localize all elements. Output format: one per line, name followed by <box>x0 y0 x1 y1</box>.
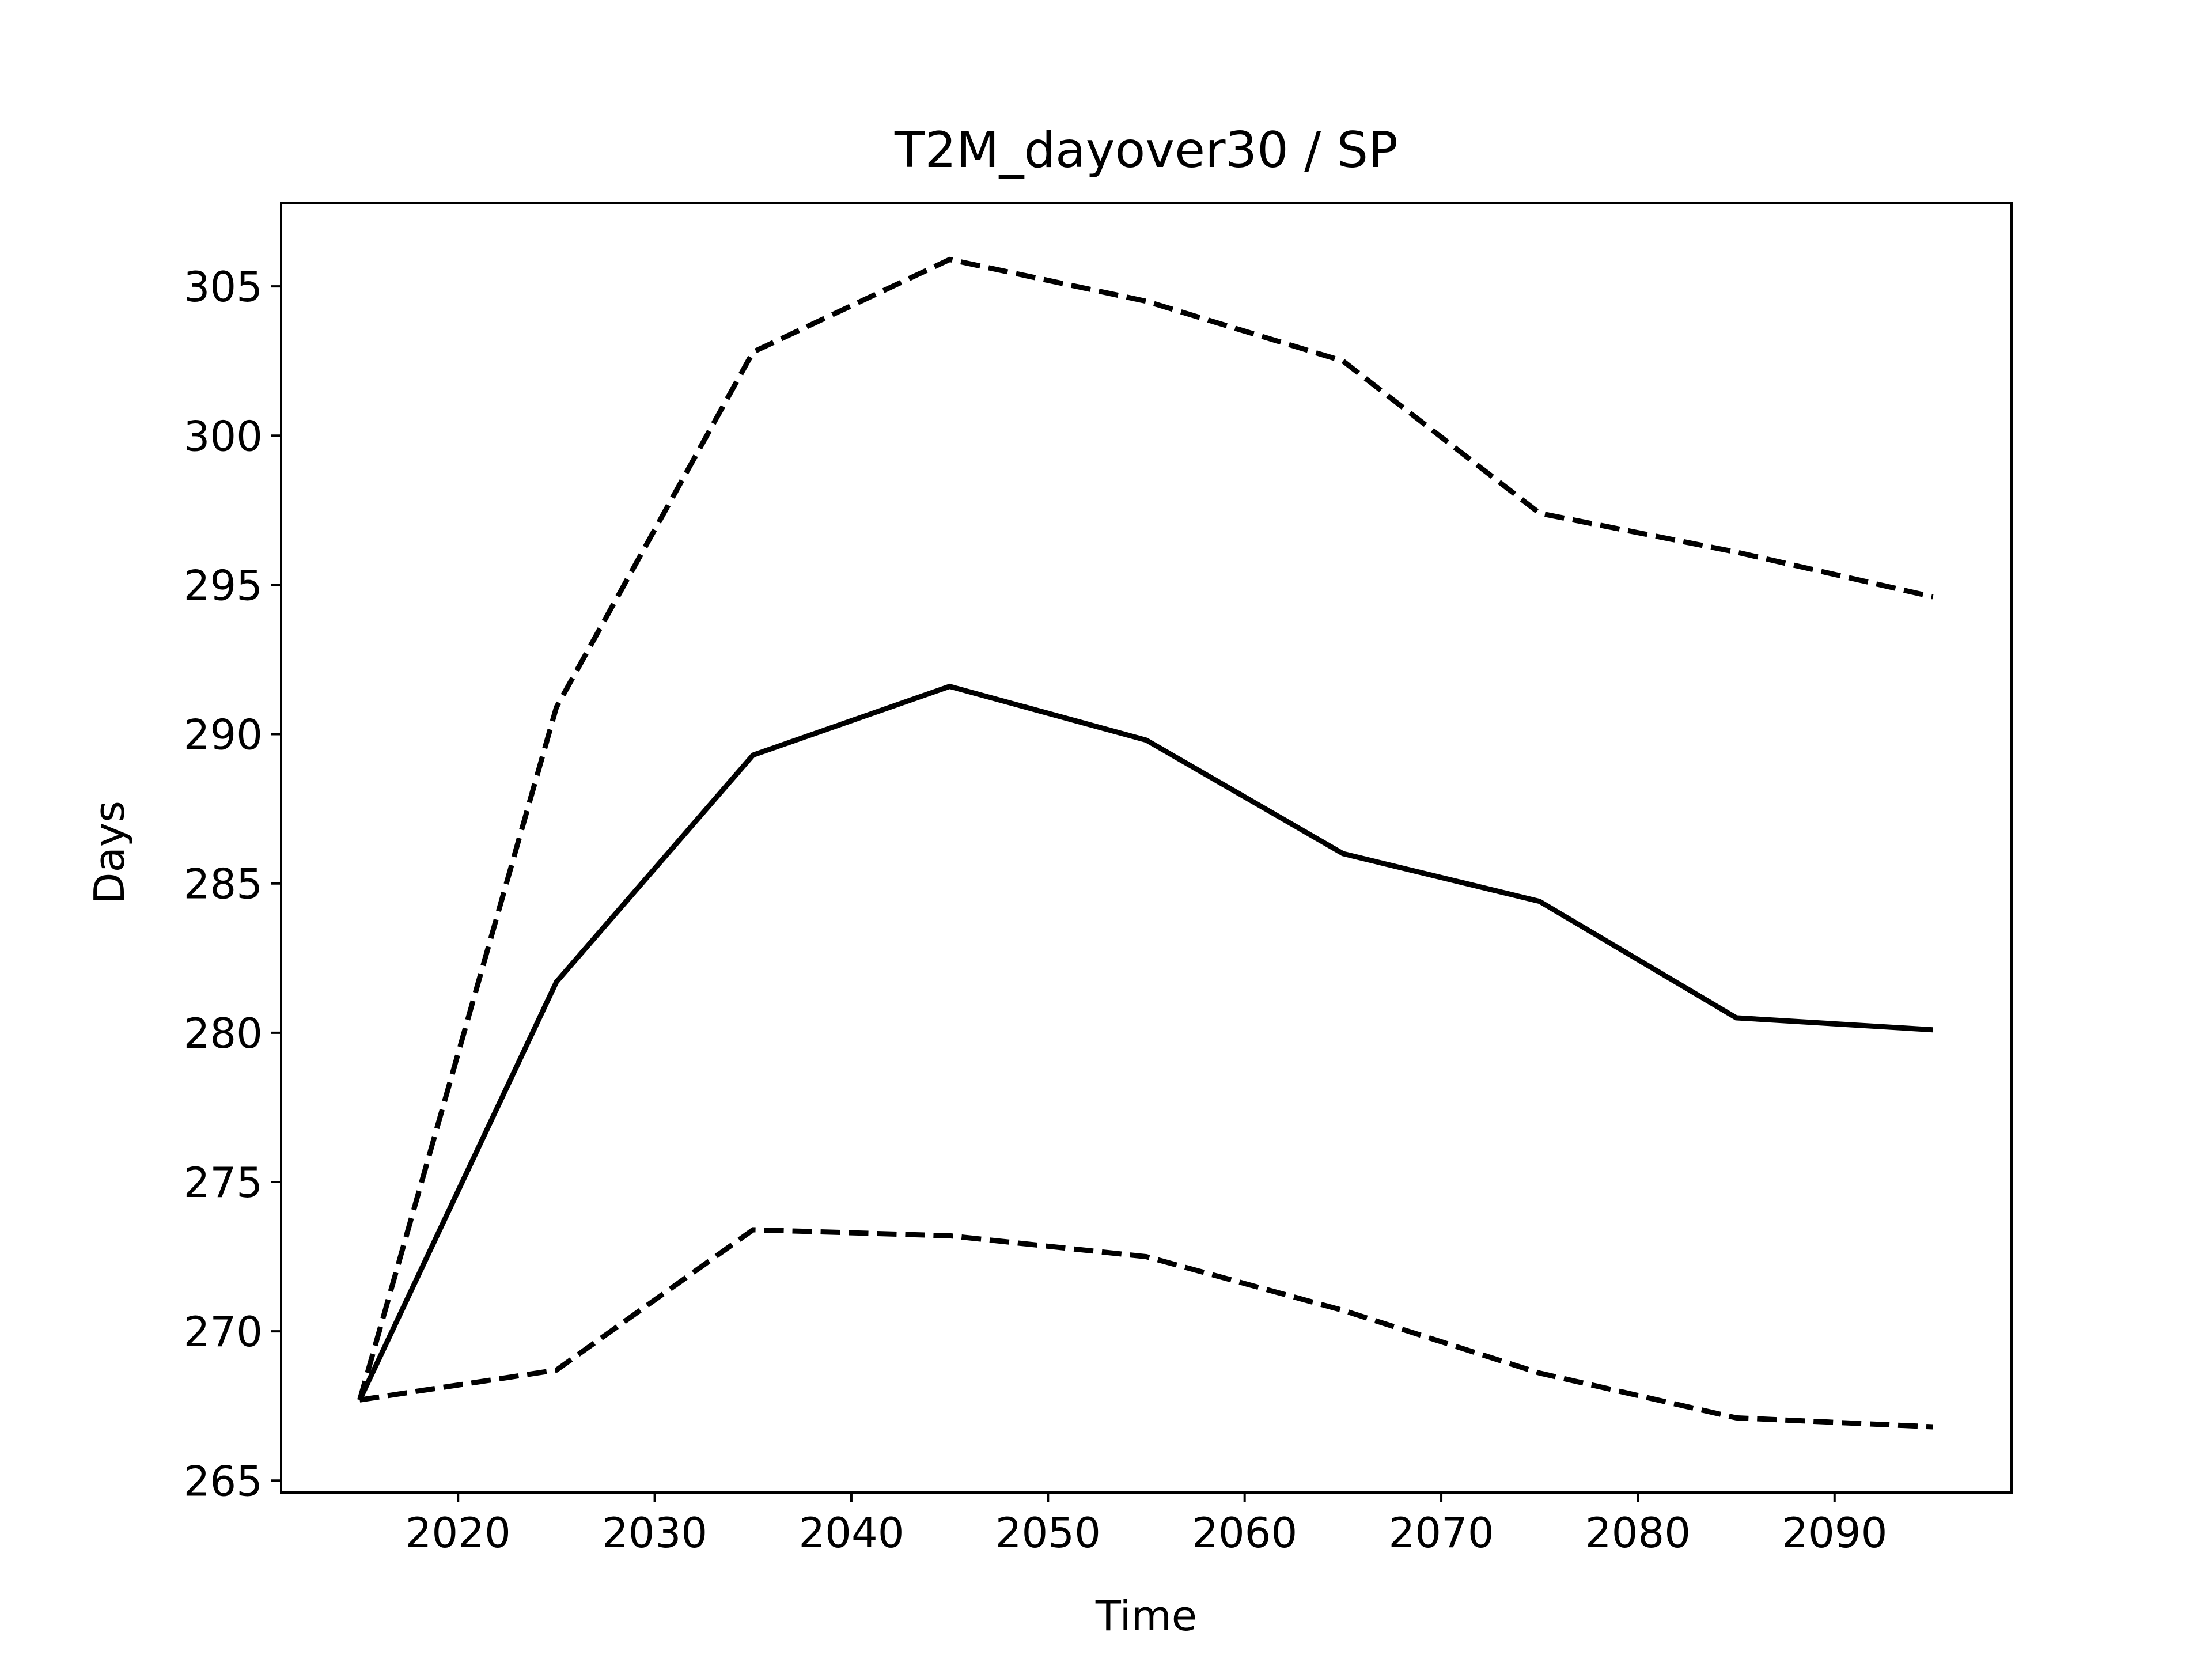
tick-layer: 2020 2030 2040 2050 2060 2070 2080 2090 265 270 27… <box>184 263 1888 1557</box>
y-tick-label: 295 <box>184 561 263 609</box>
x-tick-label: 2040 <box>798 1509 904 1557</box>
y-tick-label: 290 <box>184 711 263 759</box>
y-axis-label: Days <box>85 801 134 904</box>
y-tick-label: 280 <box>184 1009 263 1058</box>
y-tick-label: 265 <box>184 1457 263 1505</box>
dashed-series-line-1 <box>357 256 1934 1401</box>
y-tick-label: 275 <box>184 1158 263 1207</box>
x-tick-label: 2080 <box>1585 1509 1691 1557</box>
x-tick-label: 2030 <box>602 1509 707 1557</box>
y-tick-label: 305 <box>184 263 263 311</box>
x-tick-label: 2060 <box>1192 1509 1297 1557</box>
x-tick-label: 2020 <box>406 1509 511 1557</box>
y-tick-label: 285 <box>184 860 263 908</box>
chart-title: T2M_dayover30 / SP <box>894 122 1398 179</box>
y-tick-label: 300 <box>184 412 263 460</box>
x-tick-label: 2090 <box>1782 1509 1887 1557</box>
x-axis-label: Time <box>1095 1592 1197 1640</box>
plot-frame <box>280 202 2013 1494</box>
solid-series-line <box>357 683 1933 1402</box>
x-tick-label: 2050 <box>995 1509 1101 1557</box>
y-tick-label: 270 <box>184 1308 263 1356</box>
series-layer <box>357 256 1934 1430</box>
dashed-series-line-2 <box>359 1227 1933 1430</box>
x-tick-label: 2070 <box>1388 1509 1494 1557</box>
